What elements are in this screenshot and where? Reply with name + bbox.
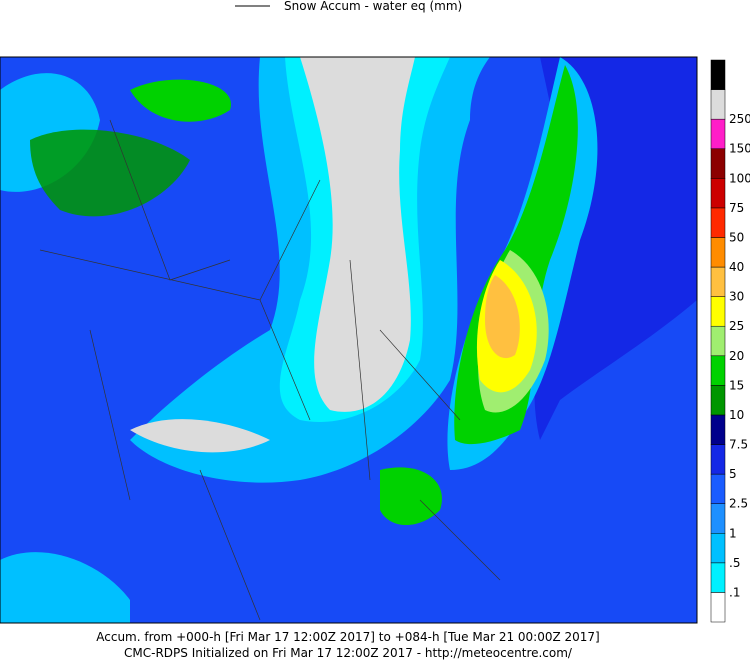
map	[0, 56, 698, 624]
colorbar-label: 1	[729, 526, 737, 540]
colorbar-label: 15	[729, 378, 744, 392]
colorbar-box	[710, 266, 726, 297]
colorbar-box	[710, 562, 726, 593]
field-orange	[485, 275, 520, 359]
colorbar-box	[710, 207, 726, 238]
colorbar-box	[710, 592, 726, 623]
field-green-s	[380, 467, 442, 525]
colorbar-box	[710, 148, 726, 179]
colorbar-box	[710, 444, 726, 475]
colorbar-box	[710, 237, 726, 268]
colorbar-box	[710, 296, 726, 327]
colorbar-label: 25	[729, 319, 744, 333]
colorbar-box	[710, 178, 726, 209]
colorbar-box	[710, 503, 726, 534]
footer-line1: Accum. from +000-h [Fri Mar 17 12:00Z 20…	[96, 630, 600, 644]
colorbar-box	[710, 59, 726, 90]
boundaries	[0, 57, 697, 621]
legend-label: Snow Accum - water eq (mm)	[284, 0, 462, 13]
footer-line2: CMC-RDPS Initialized on Fri Mar 17 12:00…	[124, 646, 573, 660]
colorbar-label: 40	[729, 260, 744, 274]
field-gray	[300, 57, 415, 412]
colorbar: .1 .5 1 2.5 5 7.5 10 15 20 25 30 40 50 75 100 150 250	[710, 59, 750, 623]
field-green-n	[130, 79, 231, 122]
colorbar-label: 2.5	[729, 497, 748, 511]
colorbar-label: .5	[729, 556, 740, 570]
colorbar-box	[710, 385, 726, 416]
colorbar-label: 10	[729, 408, 744, 422]
colorbar-box	[710, 325, 726, 357]
colorbar-label: 7.5	[729, 438, 748, 452]
colorbar-box	[710, 533, 726, 564]
field-gray-lake	[130, 419, 270, 453]
colorbar-label: 20	[729, 349, 744, 363]
colorbar-label: .1	[729, 585, 740, 599]
colorbar-box	[710, 355, 726, 386]
colorbar-label: 30	[729, 290, 744, 304]
colorbar-label: 5	[729, 467, 737, 481]
colorbar-box	[710, 473, 726, 504]
map-frame	[0, 56, 698, 624]
field-sw	[0, 552, 130, 623]
colorbar-box	[710, 118, 726, 149]
colorbar-label: 75	[729, 201, 744, 215]
colorbar-label: 50	[729, 230, 744, 244]
colorbar-box	[710, 414, 726, 445]
field-green-nw	[30, 129, 190, 217]
colorbar-label: 250	[729, 112, 750, 126]
colorbar-label: 100	[729, 171, 750, 185]
colorbar-label: 150	[729, 142, 750, 156]
colorbar-box	[710, 89, 726, 120]
